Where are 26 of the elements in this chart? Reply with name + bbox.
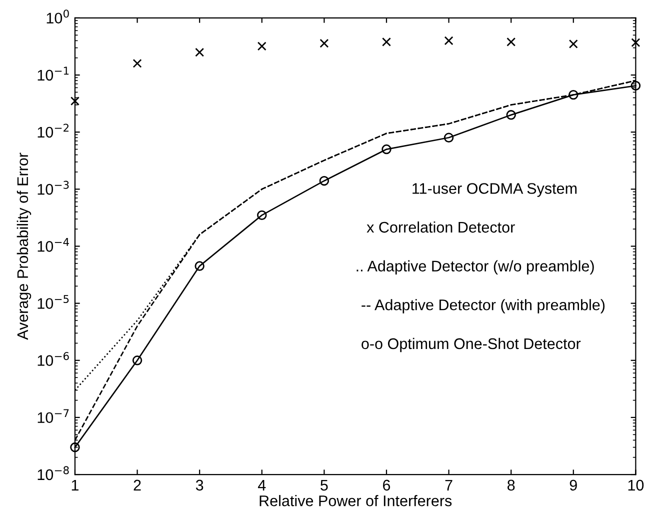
x-tick-label: 10 xyxy=(628,480,644,491)
x-tick-label: 3 xyxy=(196,480,204,491)
annotation: .. Adaptive Detector (w/o preamble) xyxy=(356,260,594,275)
y-tick-label: 10$^{−1}$ xyxy=(38,66,69,81)
x-tick-label: 9 xyxy=(570,480,577,491)
x-tick-label: 5 xyxy=(320,480,328,491)
annotation: o-o Optimum One-Shot Detector xyxy=(362,338,581,352)
annotation: -- Adaptive Detector (with preamble) xyxy=(362,299,605,314)
x-tick-label: 8 xyxy=(508,480,515,491)
x-axis-title: Relative Power of Interferers xyxy=(260,495,452,506)
x-tick-label: 2 xyxy=(134,480,141,490)
x-tick-label: 7 xyxy=(445,480,452,490)
y-tick-label: 10$^{−4}$ xyxy=(38,238,69,252)
x-tick-label: 4 xyxy=(258,480,266,490)
y-tick-label: 10$^{−7}$ xyxy=(38,409,69,424)
y-tick-label: 10$^{−3}$ xyxy=(38,180,69,195)
y-axis-title: Average Probability of Error xyxy=(16,152,32,340)
annotation: x Correlation Detector xyxy=(366,221,515,233)
y-tick-label: 10$^{−2}$ xyxy=(38,124,68,138)
y-tick-label: 10$^{−5}$ xyxy=(38,295,69,309)
x-tick-label: 1 xyxy=(72,480,78,490)
y-tick-label: 10$^{0}$ xyxy=(46,10,69,24)
x-tick-label: 6 xyxy=(383,480,390,491)
annotation: 11-user OCDMA System xyxy=(412,183,577,197)
y-tick-label: 10$^{−8}$ xyxy=(38,466,69,480)
y-tick-label: 10$^{−6}$ xyxy=(38,352,69,366)
